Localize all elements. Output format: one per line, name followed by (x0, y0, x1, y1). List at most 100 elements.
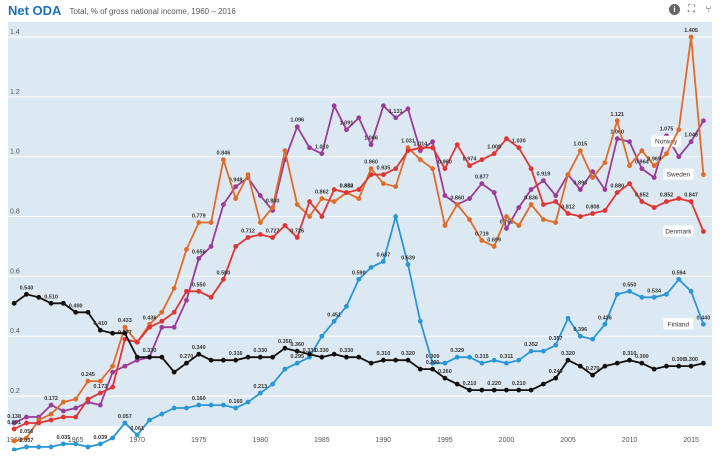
data-label: 0.935 (377, 166, 391, 172)
data-point (60, 300, 66, 306)
y-tick-label: 0.2 (10, 388, 20, 395)
data-point (577, 363, 583, 369)
data-point (676, 127, 682, 133)
data-point (208, 294, 214, 300)
data-point (134, 339, 140, 345)
data-point (171, 405, 177, 411)
data-point (282, 366, 288, 372)
data-point (651, 294, 657, 300)
data-point (196, 288, 202, 294)
data-label: 0.594 (672, 270, 687, 276)
data-point (688, 199, 694, 204)
data-point (565, 172, 571, 178)
share-icon[interactable]: ⑂ (705, 4, 712, 15)
data-label: 0.210 (512, 381, 526, 387)
data-label: 0.948 (229, 178, 243, 184)
data-label: 0.160 (192, 396, 206, 402)
data-point (85, 309, 91, 315)
data-point (331, 103, 337, 109)
data-label: 0.330 (340, 348, 354, 354)
data-label: 0.974 (463, 157, 478, 163)
info-icon[interactable]: i (669, 4, 680, 15)
data-label: 0.138 (7, 414, 21, 420)
data-point (319, 151, 325, 157)
data-point (417, 145, 423, 151)
data-point (73, 396, 79, 402)
data-point (504, 214, 509, 219)
data-point (270, 354, 276, 360)
data-label: 1.031 (401, 139, 415, 145)
data-point (85, 378, 91, 384)
data-point (159, 411, 165, 417)
data-point (553, 193, 559, 198)
data-label: 0.964 (635, 160, 650, 166)
data-point (48, 417, 54, 423)
data-point (344, 303, 349, 309)
data-label: 1.060 (610, 130, 624, 136)
data-point (393, 184, 399, 189)
series-name-box (663, 225, 694, 237)
fullscreen-icon[interactable]: ⛶ (688, 4, 695, 15)
x-tick-label: 1985 (314, 437, 330, 444)
data-point (491, 244, 497, 249)
data-point (344, 127, 349, 133)
data-point (553, 220, 559, 225)
data-label: 0.637 (377, 252, 391, 258)
data-point (60, 399, 66, 405)
data-point (516, 223, 522, 228)
data-point (319, 196, 325, 201)
data-point (614, 360, 620, 366)
data-label: 0.172 (44, 396, 58, 402)
data-point (393, 166, 399, 172)
data-point (430, 360, 436, 366)
data-point (97, 441, 103, 447)
data-point (491, 357, 497, 363)
data-point (319, 354, 325, 360)
data-label: 0.726 (290, 228, 304, 234)
data-point (331, 318, 337, 324)
data-label: 0.656 (192, 249, 206, 255)
data-point (159, 354, 165, 360)
data-point (24, 444, 29, 450)
data-point (602, 363, 608, 369)
data-point (590, 175, 596, 181)
data-label: 1.015 (573, 142, 587, 148)
data-point (97, 390, 103, 396)
data-point (577, 148, 583, 154)
data-point (467, 217, 472, 222)
data-point (294, 202, 300, 207)
data-point (688, 288, 694, 294)
data-label: 0.091 (7, 420, 21, 426)
data-point (294, 235, 300, 240)
data-point (491, 151, 497, 157)
data-point (110, 384, 116, 390)
data-point (122, 330, 128, 336)
data-label: 0.220 (487, 381, 501, 387)
data-point (688, 139, 694, 145)
data-point (614, 118, 620, 124)
data-point (516, 357, 522, 363)
data-point (380, 357, 386, 363)
data-point (344, 190, 349, 195)
data-point (651, 175, 657, 181)
data-label: 1.030 (512, 139, 526, 145)
data-point (36, 420, 42, 426)
data-label: 1.405 (684, 28, 698, 34)
data-point (491, 387, 497, 393)
data-point (110, 369, 116, 375)
data-label: 0.160 (229, 399, 243, 405)
data-point (245, 354, 251, 360)
data-point (602, 187, 608, 192)
data-point (639, 166, 645, 172)
data-point (85, 444, 91, 450)
data-point (208, 402, 214, 408)
data-label: 0.639 (401, 255, 415, 261)
data-point (147, 324, 152, 330)
data-label: 0.969 (647, 157, 661, 163)
data-point (233, 196, 239, 201)
data-point (442, 223, 448, 228)
data-point (417, 366, 423, 372)
data-point (504, 387, 509, 393)
data-point (528, 387, 534, 393)
data-point (60, 441, 66, 447)
